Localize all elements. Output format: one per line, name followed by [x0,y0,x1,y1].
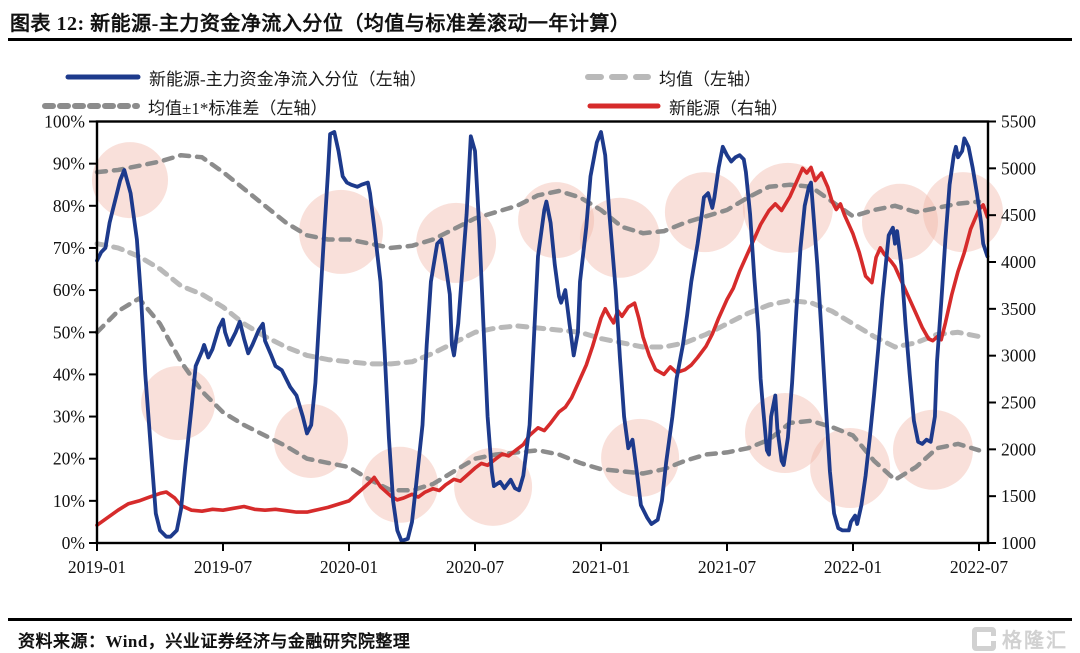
x-tick-label: 2020-07 [446,557,505,577]
y-right-tick-label: 4500 [1001,205,1036,225]
series-line-lower_band [94,296,982,493]
y-left-tick-label: 80% [53,196,85,216]
y-right-tick-label: 2500 [1001,393,1036,413]
highlight-circle [92,142,168,219]
highlight-circle [141,366,216,441]
highlight-circle [810,428,891,508]
highlight-circle [274,404,348,478]
y-right-tick-label: 1500 [1001,486,1036,506]
highlight-circle [299,189,383,274]
y-right-tick-label: 3000 [1001,346,1036,366]
gelonghui-logo: 格隆汇 [972,624,1068,653]
gelonghui-logo-text: 格隆汇 [1002,630,1068,652]
x-tick-label: 2021-07 [698,557,757,577]
y-left-tick-label: 90% [53,154,85,174]
y-left-tick-label: 70% [53,238,85,258]
highlight-circle [862,183,938,260]
highlight-circle [923,172,1003,253]
y-right-tick-label: 4000 [1001,252,1036,272]
x-tick-label: 2022-01 [824,557,882,577]
x-tick-label: 2022-07 [950,557,1009,577]
y-left-tick-label: 30% [53,407,85,427]
y-right-tick-label: 5500 [1001,112,1036,132]
footer-divider-line [8,618,1072,621]
highlight-circle [664,172,745,253]
highlight-circle [416,202,497,283]
gelonghui-logo-icon [972,626,996,651]
y-right-tick-label: 2000 [1001,439,1036,459]
figure-title: 图表 12: 新能源-主力资金净流入分位（均值与标准差滚动一年计算） [10,13,631,35]
x-tick-label: 2019-07 [194,557,253,577]
source-note: 资料来源：Wind，兴业证券经济与金融研究院整理 [18,632,411,651]
y-left-tick-label: 10% [53,491,85,511]
series-line-mean [94,241,982,367]
y-left-tick-label: 60% [53,280,85,300]
x-tick-label: 2019-01 [68,557,126,577]
y-left-tick-label: 40% [53,364,85,384]
title-divider-line [8,38,1072,41]
y-right-tick-label: 5000 [1001,158,1036,178]
y-left-tick-label: 100% [44,112,85,132]
x-tick-label: 2020-01 [320,557,378,577]
y-left-tick-label: 50% [53,322,85,342]
highlight-circle [579,197,660,278]
y-right-tick-label: 3500 [1001,299,1036,319]
y-right-tick-label: 1000 [1001,533,1036,553]
x-tick-label: 2021-01 [572,557,630,577]
highlight-circle [601,418,680,497]
highlight-circle [362,446,438,523]
y-left-tick-label: 0% [62,533,85,553]
series-line-percentile [95,130,990,543]
y-left-tick-label: 20% [53,449,85,469]
highlight-circle [518,182,595,259]
